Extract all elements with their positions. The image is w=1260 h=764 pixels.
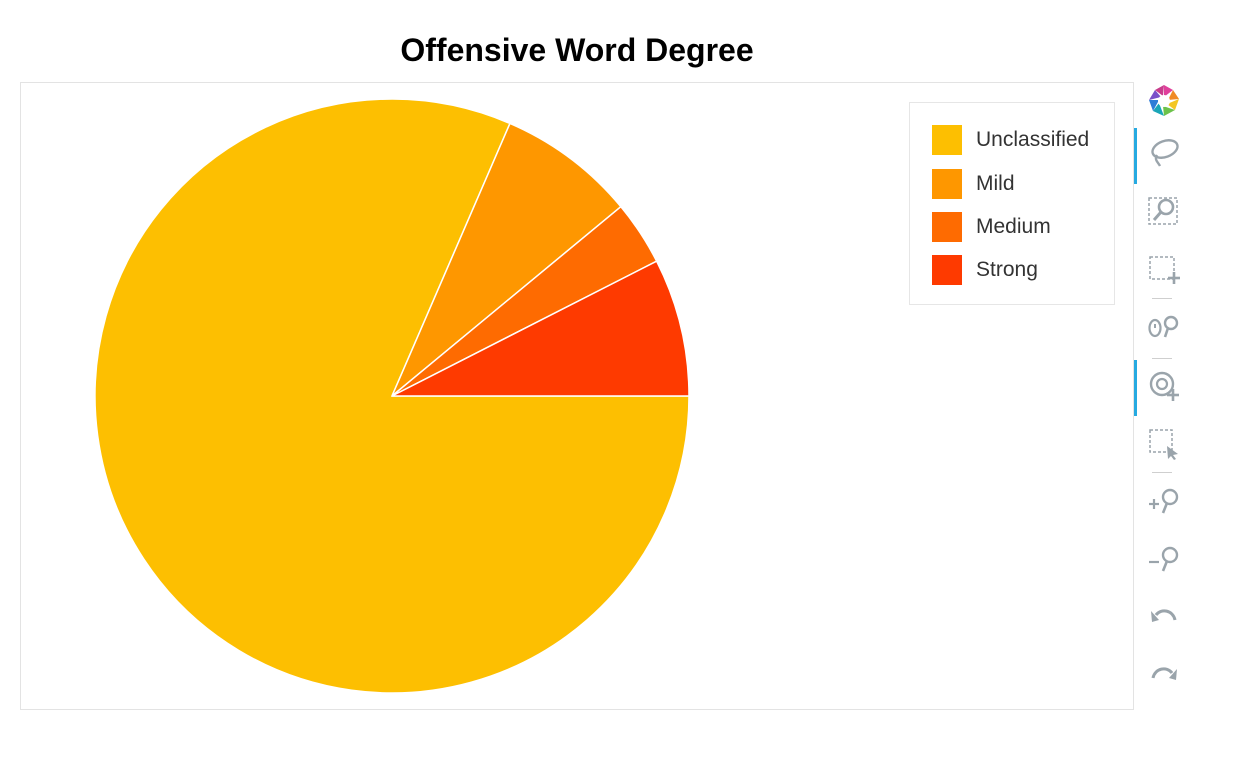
legend-swatch-medium bbox=[932, 212, 962, 242]
toolbar-divider bbox=[1152, 298, 1172, 299]
wheel-zoom-icon[interactable] bbox=[1134, 360, 1194, 416]
logo-icon[interactable] bbox=[1134, 76, 1194, 126]
tap-select-icon[interactable] bbox=[1134, 418, 1194, 468]
pie-chart bbox=[94, 98, 690, 694]
legend-item-medium[interactable]: Medium bbox=[932, 212, 1051, 242]
redo-icon[interactable] bbox=[1134, 648, 1194, 698]
legend: Unclassified Mild Medium Strong bbox=[909, 102, 1115, 305]
box-select-icon[interactable] bbox=[1134, 244, 1194, 294]
toolbar-divider bbox=[1152, 472, 1172, 473]
toolbar-divider bbox=[1152, 358, 1172, 359]
legend-item-strong[interactable]: Strong bbox=[932, 255, 1038, 285]
box-zoom-icon[interactable] bbox=[1134, 186, 1194, 236]
legend-item-unclassified[interactable]: Unclassified bbox=[932, 125, 1089, 155]
legend-label-strong: Strong bbox=[976, 258, 1038, 281]
legend-item-mild[interactable]: Mild bbox=[932, 169, 1015, 199]
legend-swatch-unclassified bbox=[932, 125, 962, 155]
zoom-out-icon[interactable] bbox=[1134, 534, 1194, 584]
zoom-in-icon[interactable] bbox=[1134, 476, 1194, 526]
undo-icon[interactable] bbox=[1134, 590, 1194, 640]
plot-toolbar bbox=[1134, 76, 1194, 706]
chart-title: Offensive Word Degree bbox=[400, 32, 754, 68]
legend-label-medium: Medium bbox=[976, 215, 1051, 238]
plot-area[interactable]: Unclassified Mild Medium Strong bbox=[20, 82, 1134, 710]
pie-slice-strong[interactable] bbox=[391, 260, 690, 397]
legend-swatch-mild bbox=[932, 169, 962, 199]
legend-label-mild: Mild bbox=[976, 172, 1015, 195]
legend-swatch-strong bbox=[932, 255, 962, 285]
xwheel-zoom-icon[interactable] bbox=[1134, 302, 1194, 352]
legend-label-unclassified: Unclassified bbox=[976, 128, 1090, 151]
pie-slice-mild[interactable] bbox=[391, 122, 622, 397]
lasso-select-icon[interactable] bbox=[1134, 128, 1194, 184]
